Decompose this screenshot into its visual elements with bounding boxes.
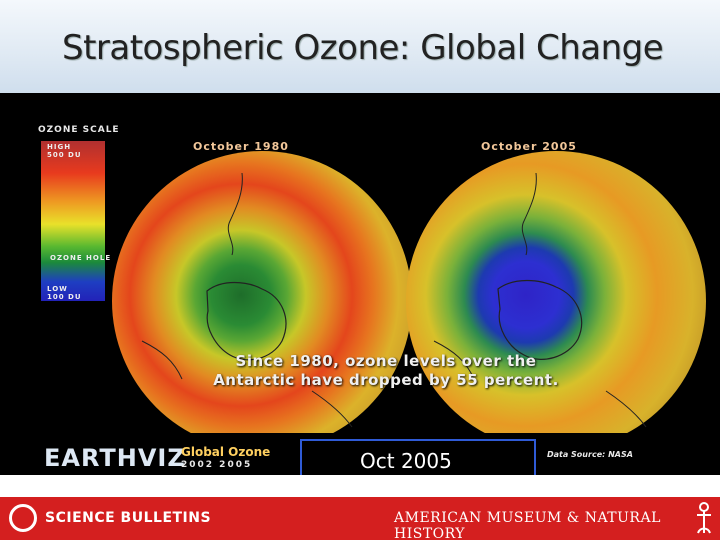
caption: Since 1980, ozone levels over the Antarc… (213, 352, 559, 389)
scale-high: HIGH 500 DU (47, 143, 82, 159)
science-bulletins-logo-icon (9, 504, 37, 532)
footer-bar (0, 497, 720, 540)
continent-outline (141, 172, 353, 428)
globe-label-2005: October 2005 (481, 140, 577, 153)
ozone-visualization: OZONE SCALE HIGH 500 DU OZONE HOLE LOW 1… (0, 93, 720, 475)
global-ozone-label: Global Ozone (181, 445, 271, 459)
title-bar: Stratospheric Ozone: Global Change (0, 0, 720, 93)
earthviz-brand: EARTHVIZ (44, 444, 186, 472)
scale-low: LOW 100 DU (47, 285, 82, 301)
scale-hole: OZONE HOLE (50, 254, 112, 262)
current-date: Oct 2005 (360, 449, 452, 473)
science-bulletins-text: SCIENCE BULLETINS (45, 510, 212, 526)
year-range: 2002 2005 (181, 460, 253, 470)
ozone-scale-bar (41, 141, 105, 301)
ozone-scale-label: OZONE SCALE (38, 125, 120, 135)
data-source: Data Source: NASA (547, 450, 633, 459)
divider (0, 475, 720, 497)
globe-label-1980: October 1980 (193, 140, 289, 153)
date-box (300, 439, 536, 475)
globe-2005 (406, 151, 706, 451)
globe-1980 (112, 151, 412, 451)
slide-title: Stratospheric Ozone: Global Change (62, 28, 664, 68)
amnh-logo-icon (697, 502, 711, 534)
continent-outline (433, 172, 647, 428)
amnh-text: AMERICAN MUSEUM & NATURAL HISTORY (394, 510, 661, 542)
